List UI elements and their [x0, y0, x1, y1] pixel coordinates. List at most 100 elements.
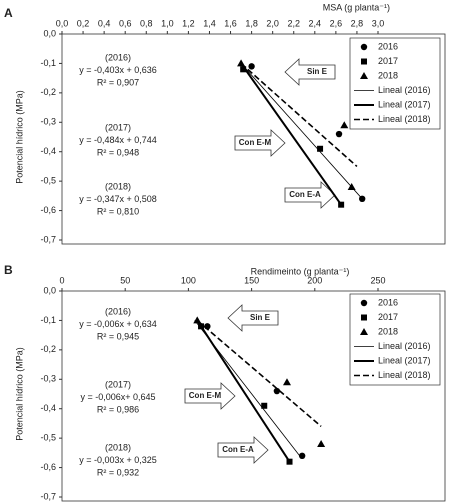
x-tick-label: 2,6 [330, 18, 343, 28]
x-tick-label: 0 [59, 275, 64, 285]
equation-text: y = -0,347x + 0,508 [79, 194, 157, 204]
legend-label: Lineal (2018) [378, 114, 431, 124]
legend-marker [360, 328, 368, 335]
x-tick-label: 0,8 [140, 18, 153, 28]
equation-text: (2017) [105, 122, 131, 132]
legend-label: Lineal (2016) [378, 341, 431, 351]
legend-label: 2016 [378, 41, 398, 51]
y-tick-label: -0,5 [40, 433, 56, 443]
x-tick-label: 0,4 [98, 18, 111, 28]
panel-label: B [4, 263, 13, 277]
legend-marker [360, 72, 368, 79]
data-point [298, 452, 306, 459]
block-arrow [227, 304, 279, 332]
x-tick-label: 1,2 [182, 18, 195, 28]
trend-line [196, 319, 322, 427]
legend-label: Lineal (2017) [378, 99, 431, 109]
trend-line [240, 62, 358, 168]
y-tick-label: -0,4 [40, 146, 56, 156]
equation-text: y = -0,484x + 0,744 [79, 135, 157, 145]
legend-marker [360, 299, 368, 307]
legend-marker [361, 314, 367, 321]
legend-marker [361, 58, 367, 65]
x-tick-label: 1,4 [203, 18, 216, 28]
legend-label: 2017 [378, 56, 398, 66]
equation-text: y = -0,403x + 0,636 [79, 65, 157, 75]
equation-text: R² = 0,986 [97, 404, 139, 414]
data-point [248, 63, 255, 70]
x-tick-label: 150 [244, 275, 259, 285]
arrow-label: Sin E [250, 313, 271, 322]
data-point [335, 130, 343, 138]
equation-text: y = -0,006x + 0,634 [79, 319, 157, 329]
legend-label: 2018 [378, 326, 398, 336]
y-tick-label: -0,1 [40, 315, 56, 325]
equation-text: R² = 0,945 [97, 331, 139, 341]
arrow-label: Con E-M [239, 138, 272, 147]
y-tick-label: -0,4 [40, 403, 56, 413]
y-tick-label: -0,2 [40, 87, 56, 97]
x-axis-label: MSA (g planta⁻¹) [323, 2, 390, 12]
legend-label: Lineal (2017) [378, 355, 431, 365]
x-tick-label: 2,2 [287, 18, 300, 28]
arrow-label: Con E-A [289, 190, 321, 199]
trend-line [196, 319, 291, 463]
data-point [340, 121, 349, 129]
x-axis-label: Rendimeinto (g planta⁻¹) [251, 266, 350, 276]
block-arrow [217, 436, 269, 464]
y-tick-label: -0,7 [40, 234, 56, 244]
equation-text: R² = 0,932 [97, 467, 139, 477]
arrow-label: Sin E [307, 67, 328, 76]
x-tick-label: 200 [307, 275, 322, 285]
legend-label: 2016 [378, 297, 398, 307]
data-point [317, 145, 324, 152]
block-arrow [184, 382, 236, 410]
plot-frame [61, 33, 446, 245]
legend-label: Lineal (2018) [378, 370, 431, 380]
y-tick-label: -0,7 [40, 491, 56, 501]
x-tick-label: 250 [370, 275, 385, 285]
block-arrow [234, 129, 286, 157]
x-tick-label: 100 [181, 275, 196, 285]
y-tick-label: -0,3 [40, 117, 56, 127]
x-tick-label: 2,8 [351, 18, 364, 28]
y-tick-label: -0,1 [40, 58, 56, 68]
x-tick-label: 50 [120, 275, 130, 285]
x-tick-label: 2,4 [309, 18, 322, 28]
equation-text: (2018) [105, 442, 131, 452]
legend-box [349, 293, 441, 386]
y-tick-label: 0,0 [43, 28, 56, 38]
y-tick-label: -0,3 [40, 374, 56, 384]
trend-line [240, 63, 363, 200]
y-tick-label: -0,2 [40, 344, 56, 354]
data-point [273, 387, 281, 395]
equation-text: y = -0,006x+ 0,645 [80, 392, 155, 402]
x-tick-label: 1,6 [224, 18, 237, 28]
trend-line [240, 62, 342, 206]
x-tick-label: 1,0 [161, 18, 174, 28]
data-point [317, 440, 326, 448]
x-tick-label: 2,0 [266, 18, 279, 28]
equation-text: R² = 0,907 [97, 77, 139, 87]
equation-text: y = -0,003x + 0,325 [79, 455, 157, 465]
y-axis-label: Potencial hídrico (MPa) [14, 347, 24, 441]
equation-text: (2017) [105, 379, 131, 389]
panel-label: A [4, 6, 13, 20]
arrow-label: Con E-M [189, 391, 222, 400]
block-arrow [284, 181, 336, 209]
legend-box [349, 37, 441, 130]
data-point [240, 66, 247, 73]
equation-text: R² = 0,810 [97, 206, 139, 216]
y-tick-label: -0,6 [40, 205, 56, 215]
arrow-label: Con E-A [222, 445, 254, 454]
y-tick-label: 0,0 [43, 285, 56, 295]
legend-label: Lineal (2016) [378, 85, 431, 95]
y-tick-label: -0,6 [40, 462, 56, 472]
equation-text: (2018) [105, 181, 131, 191]
x-tick-label: 1,8 [245, 18, 258, 28]
block-arrow [284, 58, 336, 86]
data-point [282, 378, 291, 386]
legend-label: 2018 [378, 70, 398, 80]
x-tick-label: 3,0 [372, 18, 385, 28]
